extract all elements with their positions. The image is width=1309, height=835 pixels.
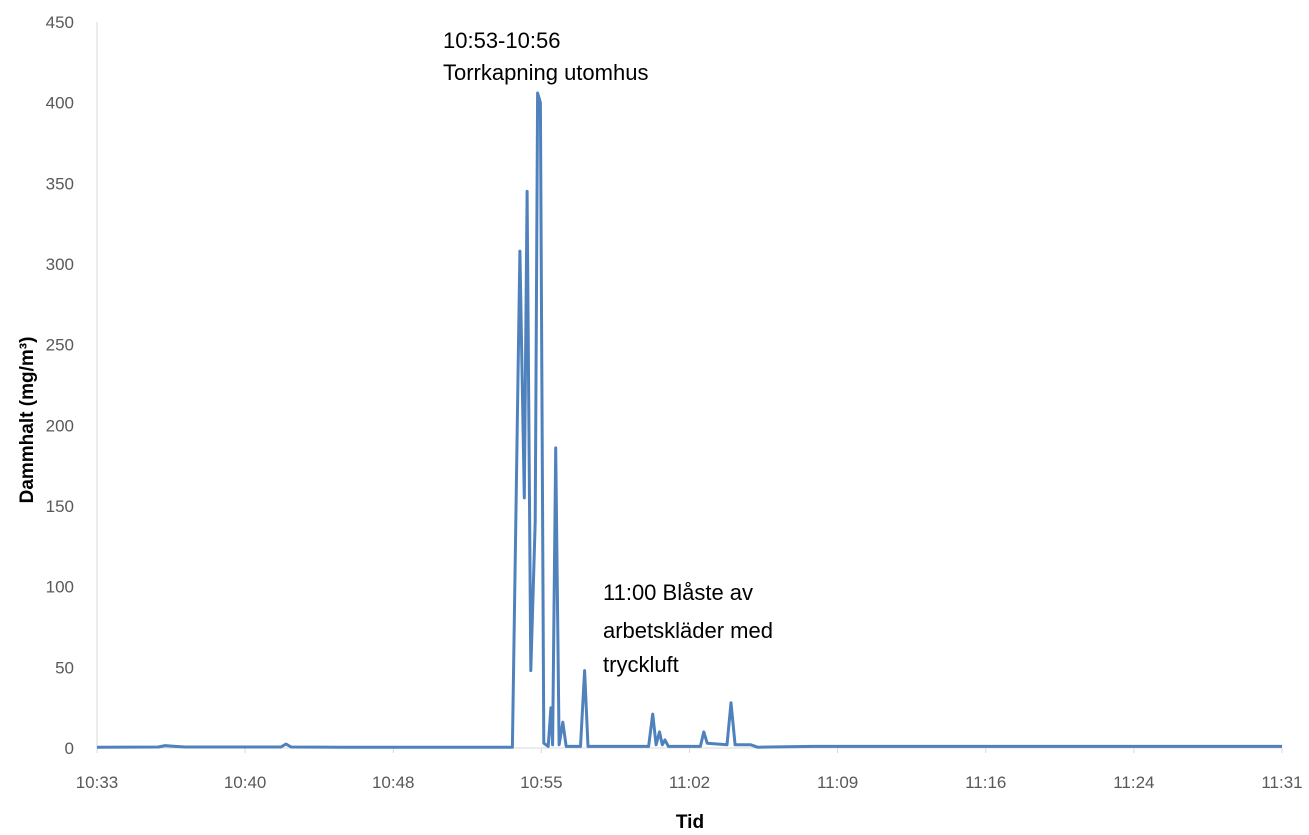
- y-tick-label: 100: [46, 578, 74, 597]
- y-tick-label: 400: [46, 94, 74, 113]
- x-tick-label: 11:09: [817, 773, 858, 792]
- y-axis-title: Dammhalt (mg/m³): [17, 337, 38, 504]
- annotation-air-line-1: 11:00 Blåste av: [603, 580, 753, 605]
- y-axis-ticks: 0 50 100 150 200 250 300 350 400 450: [46, 13, 74, 758]
- annotation-air-line-2: arbetskläder med: [603, 618, 773, 643]
- x-tick-label: 11:31: [1261, 773, 1302, 792]
- y-tick-label: 300: [46, 255, 74, 274]
- x-tick-label: 11:02: [669, 773, 710, 792]
- x-tick-label: 10:48: [372, 773, 415, 792]
- x-tick-label: 10:33: [76, 773, 119, 792]
- annotation-compressed-air: 11:00 Blåste av arbetskläder med trycklu…: [603, 580, 773, 677]
- series-line: [96, 91, 1282, 749]
- x-tick-label: 11:24: [1113, 773, 1154, 792]
- annotation-cutting-line-2: Torrkapning utomhus: [443, 60, 648, 85]
- x-axis-ticks: 10:33 10:40 10:48 10:55 11:02 11:09 11:16 11:24…: [76, 748, 1303, 792]
- x-tick-label: 11:16: [965, 773, 1006, 792]
- x-axis-title: Tid: [676, 812, 704, 833]
- y-tick-label: 0: [65, 739, 74, 758]
- y-tick-label: 50: [55, 658, 74, 677]
- y-tick-label: 350: [46, 174, 74, 193]
- y-tick-label: 450: [46, 13, 74, 32]
- annotation-cutting-line-1: 10:53-10:56: [443, 28, 560, 53]
- y-tick-label: 150: [46, 497, 74, 516]
- x-tick-label: 10:40: [224, 773, 267, 792]
- y-tick-label: 200: [46, 416, 74, 435]
- x-tick-label: 10:55: [520, 773, 563, 792]
- annotation-cutting: 10:53-10:56 Torrkapning utomhus: [443, 28, 648, 85]
- annotation-air-line-3: tryckluft: [603, 652, 679, 677]
- y-tick-label: 250: [46, 336, 74, 355]
